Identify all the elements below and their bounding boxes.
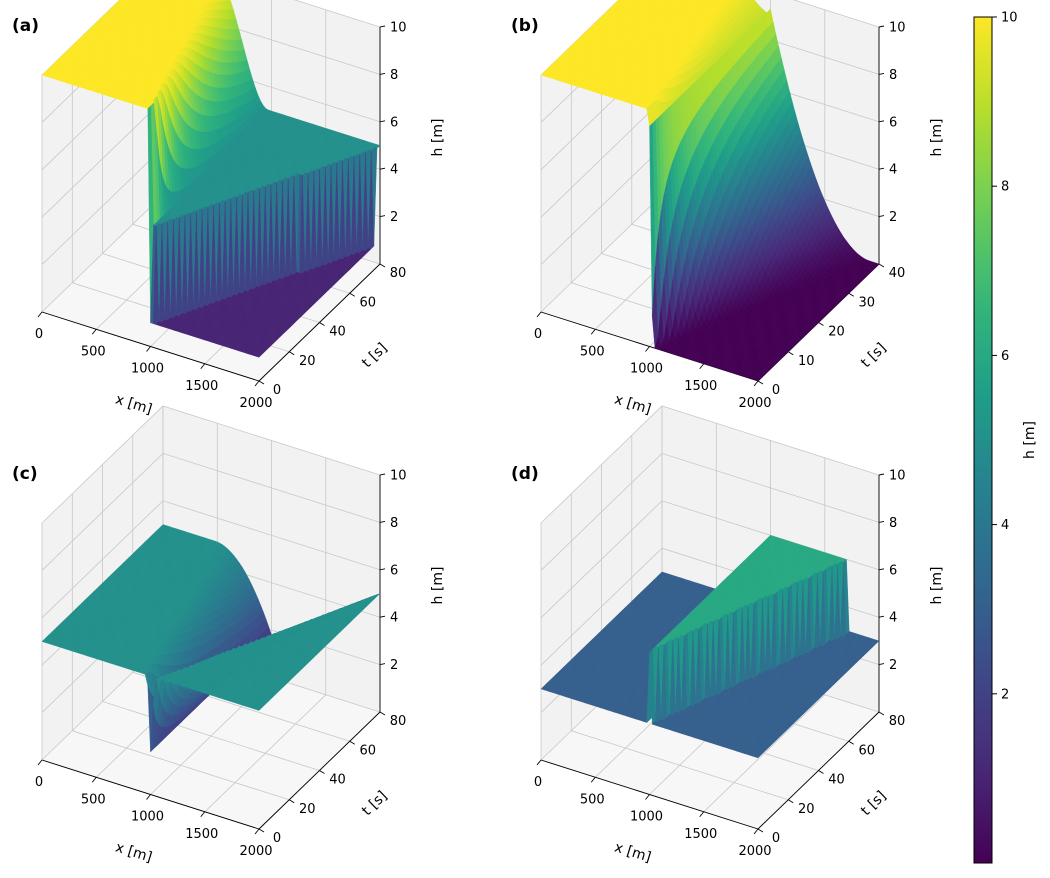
x-tick-label: 2000 (239, 396, 272, 411)
t-tick-mark (379, 263, 386, 268)
t-tick-label: 0 (273, 383, 281, 398)
h-tick-label: 4 (390, 163, 398, 178)
x-tick-label: 0 (534, 327, 542, 342)
x-tick-label: 1000 (131, 362, 164, 377)
x-axis-label: x [m] (113, 392, 153, 418)
h-tick-mark (878, 25, 885, 28)
h-tick-mark (878, 215, 885, 218)
t-tick-mark (349, 292, 355, 297)
t-tick-mark (848, 292, 854, 297)
h-tick-label: 6 (390, 115, 398, 130)
t-axis-label: t [s] (858, 340, 889, 371)
t-tick-mark (818, 322, 824, 326)
x-tick-mark (699, 363, 705, 370)
panel-a-surface (41, 0, 381, 358)
t-tick-label: 20 (828, 325, 845, 340)
t-tick-label: 10 (798, 354, 815, 369)
x-tick-mark (645, 346, 650, 352)
x-tick-label: 2000 (738, 396, 771, 411)
h-tick-mark (379, 25, 386, 28)
t-tick-label: 60 (359, 295, 376, 310)
x-tick-label: 500 (81, 344, 106, 359)
t-tick-label: 30 (858, 295, 875, 310)
x-tick-label: 0 (35, 327, 43, 342)
h-tick-label: 10 (390, 21, 407, 36)
x-tick-mark (536, 311, 542, 318)
h-tick-mark (379, 120, 386, 123)
t-tick-mark (258, 380, 265, 385)
x-tick-mark (590, 328, 596, 335)
h-tick-label: 8 (889, 68, 897, 83)
x-axis-label: x [m] (612, 392, 652, 418)
x-tick-mark (91, 328, 97, 335)
t-tick-mark (878, 263, 885, 268)
t-tick-mark (289, 351, 295, 356)
panel-a-label: (a) (12, 16, 39, 36)
h-tick-mark (379, 72, 386, 75)
h-tick-mark (379, 215, 386, 218)
h-tick-label: 2 (390, 210, 398, 225)
t-tick-mark (788, 351, 794, 356)
h-tick-label: 8 (390, 68, 398, 83)
x-tick-label: 1500 (684, 379, 717, 394)
t-tick-label: 20 (299, 354, 316, 369)
x-tick-mark (37, 311, 43, 318)
h-tick-label: 6 (889, 115, 897, 130)
h-tick-mark (878, 72, 885, 75)
h-tick-label: 10 (889, 21, 906, 36)
x-tick-mark (200, 363, 206, 370)
x-tick-mark (146, 346, 151, 352)
h-axis-label: h [m] (929, 119, 945, 157)
t-tick-label: 40 (329, 325, 346, 340)
t-tick-label: 80 (390, 266, 407, 281)
x-tick-label: 1000 (630, 362, 663, 377)
h-tick-mark (878, 120, 885, 123)
h-tick-label: 2 (889, 210, 897, 225)
x-tick-label: 500 (580, 344, 605, 359)
t-tick-mark (319, 322, 325, 326)
t-axis-label: t [s] (359, 340, 390, 371)
x-tick-mark (753, 380, 759, 387)
t-tick-label: 40 (889, 266, 906, 281)
h-axis-label: h [m] (430, 119, 446, 157)
x-tick-label: 1500 (185, 379, 218, 394)
h-tick-mark (878, 167, 885, 170)
h-tick-label: 4 (889, 163, 897, 178)
t-tick-label: 0 (772, 383, 780, 398)
x-tick-mark (254, 380, 260, 387)
t-tick-mark (757, 380, 764, 385)
h-tick-mark (379, 167, 386, 170)
